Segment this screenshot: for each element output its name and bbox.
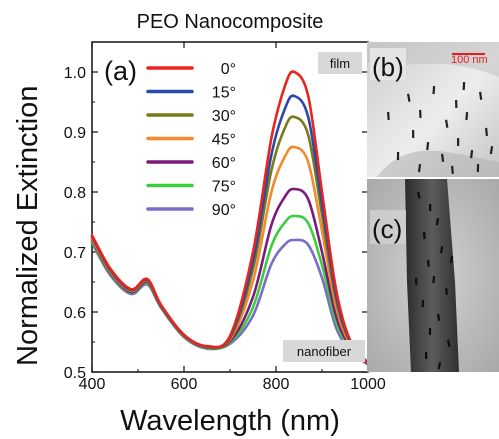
nanorod (412, 129, 415, 138)
chart-title: PEO Nanocomposite (136, 11, 324, 33)
nanorod (417, 191, 421, 199)
x-tick-label: 1000 (350, 376, 386, 393)
legend-label: 45° (212, 132, 236, 149)
legend-label: 60° (212, 155, 236, 172)
nanorod (423, 231, 426, 239)
nanorod (415, 277, 418, 285)
tem-nanofiber-image: (c) (367, 179, 499, 372)
y-tick-label: 0.5 (64, 365, 86, 382)
nanorod (428, 203, 432, 211)
panel-label-b: (b) (372, 52, 404, 82)
tem-micrographs: 100 nm (b) (c) (367, 42, 499, 372)
nanorod (445, 287, 449, 295)
legend-label: 30° (212, 108, 236, 125)
nanorod (457, 138, 460, 146)
nanorod (462, 82, 466, 91)
nanorod (426, 142, 430, 151)
nanorod (435, 218, 440, 226)
legend-label: 75° (212, 179, 236, 196)
nanorod (485, 127, 489, 136)
nanofiber-label-box: nanofiber (283, 340, 365, 362)
nanorod (437, 362, 442, 370)
nanorod (421, 300, 425, 308)
nanorod (427, 259, 430, 267)
nanorod (387, 111, 390, 120)
y-tick-label: 1.0 (64, 65, 86, 82)
nanorod (428, 327, 432, 336)
nanorod (425, 352, 428, 359)
y-tick-label: 0.9 (64, 125, 86, 142)
x-tick-label: 600 (171, 376, 198, 393)
y-tick-label: 0.8 (64, 185, 86, 202)
x-tick-label: 800 (263, 376, 290, 393)
nanorod (489, 146, 494, 155)
film-label: film (330, 56, 350, 71)
nanofiber-label: nanofiber (297, 344, 352, 359)
x-tick-label: 400 (79, 376, 106, 393)
nanorod (451, 165, 454, 174)
y-tick-label: 0.7 (64, 245, 86, 262)
series-lines (90, 70, 370, 367)
nanorod (406, 93, 411, 102)
nanorod (476, 163, 480, 173)
legend-label: 90° (212, 202, 236, 219)
legend: 0° 15° 30° 45° 60° 75° 90° (146, 61, 236, 219)
nanorod (470, 150, 474, 159)
nanorod (417, 164, 422, 173)
series-line-0deg (90, 70, 370, 365)
x-axis-label: Wavelength (nm) (120, 405, 340, 437)
panel-label-a: (a) (104, 56, 137, 86)
nanorod (419, 109, 422, 118)
nanorod (479, 91, 483, 100)
film-label-box: film (318, 52, 362, 74)
tem-film-image: 100 nm (b) (367, 42, 499, 177)
nanorod (432, 276, 436, 284)
nanorod (447, 339, 451, 347)
nanorod (455, 99, 458, 108)
nanorod (396, 151, 400, 161)
legend-label: 0° (221, 61, 236, 78)
nanorod (445, 119, 449, 128)
legend-label: 15° (212, 85, 236, 102)
nanorod (440, 246, 444, 254)
nanorod (441, 153, 445, 162)
scale-bar-label: 100 nm (451, 54, 488, 66)
nanorod (432, 86, 436, 95)
y-tick-label: 0.6 (64, 305, 86, 322)
nanorod (465, 112, 469, 121)
nanorod (449, 256, 454, 264)
panel-label-c: (c) (372, 214, 402, 244)
nanorod (437, 313, 441, 321)
